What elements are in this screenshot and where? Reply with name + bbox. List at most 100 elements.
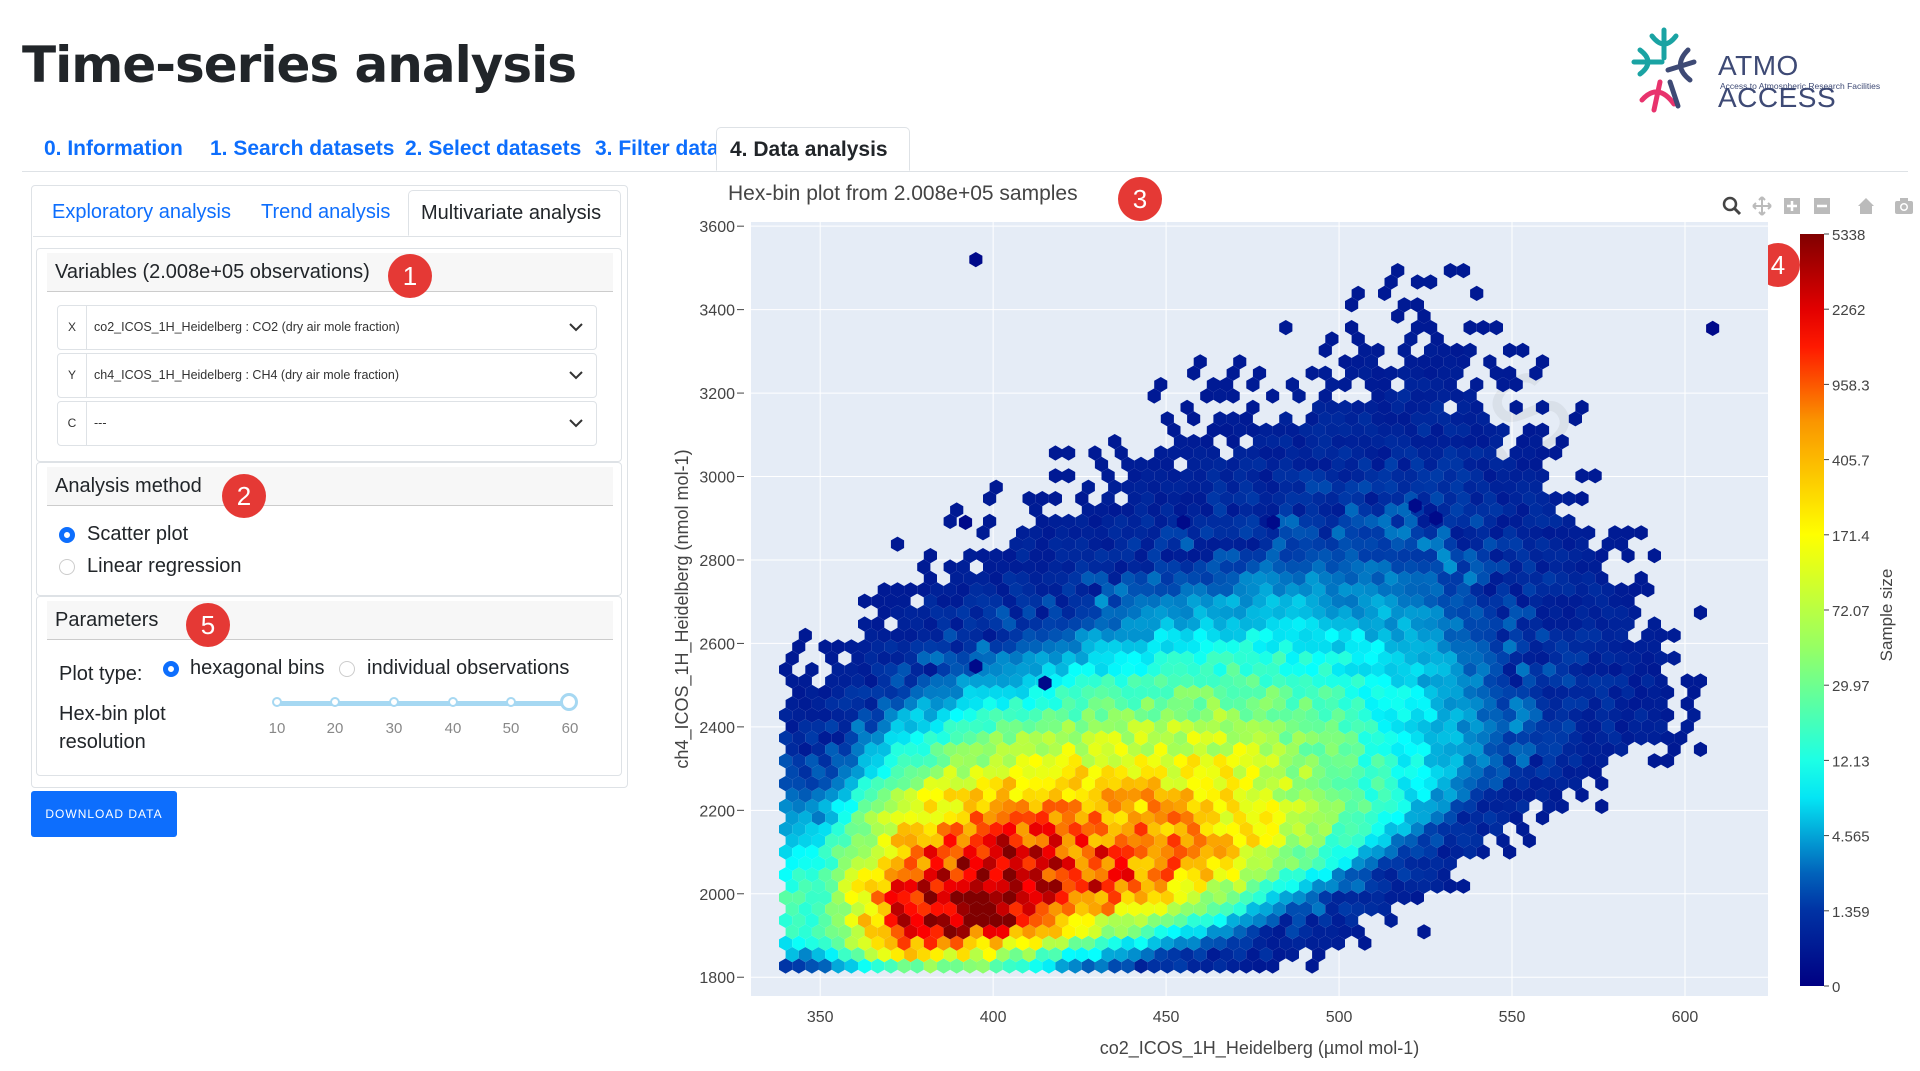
hexbin-cell [1213,684,1227,700]
hexbin-cell [1134,548,1148,564]
hexbin-cell [956,627,970,643]
tab-information[interactable]: 0. Information [44,137,183,160]
hexbin-cell [805,912,819,928]
tab-multivariate-analysis[interactable]: Multivariate analysis [408,190,621,236]
individual-observations-label[interactable]: individual observations [367,657,570,679]
slider-dot[interactable] [330,697,340,707]
hexbin-cell [1246,787,1260,803]
hexbin-cell [1384,821,1398,837]
hexbin-cell [1068,844,1082,860]
hexbin-cell [798,719,812,735]
hexbin-cell [1081,844,1095,860]
hexbin-cell [1404,331,1418,347]
y-variable-select[interactable]: Y ch4_ICOS_1H_Heidelberg : CH4 (dry air … [57,353,597,398]
hexbin-cell [1009,764,1023,780]
hexbin-cell [864,673,878,689]
hexbin-cell [1378,787,1392,803]
hexagonal-bins-radio[interactable] [163,661,179,677]
hexbin-cell [1035,696,1049,712]
hexbin-cell [1226,570,1240,586]
hexbin-cell [864,764,878,780]
download-data-button[interactable]: DOWNLOAD DATA [31,791,177,837]
linear-regression-label[interactable]: Linear regression [87,555,242,577]
hexbin-cell [1173,730,1188,746]
hexbin-cell [1621,684,1635,700]
hexbin-cell [1266,388,1280,404]
hexbin-cell [1141,673,1155,689]
hexbin-cell [937,821,951,837]
camera-icon[interactable] [1894,196,1914,216]
hexbin-cell [1489,365,1503,381]
c-variable-select[interactable]: C --- [57,401,597,446]
hexbin-cell [1345,548,1359,564]
chevron-down-icon[interactable] [568,369,584,381]
hexbin-cell [858,798,872,814]
hexbin-cell [1364,399,1378,415]
hexbin-cell [1555,570,1569,586]
hexbin-cell [1022,696,1036,712]
hexagonal-bins-label[interactable]: hexagonal bins [190,657,325,679]
hexbin-cell [1154,673,1168,689]
zoom-icon[interactable] [1722,196,1742,216]
hexbin-cell [1404,810,1418,826]
hexbin-cell [1437,821,1451,837]
hexbin-cell [1318,365,1332,381]
hexbin-cell [1141,491,1155,507]
zoom-in-icon[interactable] [1782,196,1802,216]
scatter-plot-radio[interactable] [59,527,75,543]
scatter-plot-label[interactable]: Scatter plot [87,523,189,545]
colorbar-tick-label: 29.97 [1832,678,1870,695]
hexbin-cell [1180,855,1194,871]
hexbin-cell [1391,764,1405,780]
hexbin-cell [917,605,931,621]
linear-regression-radio[interactable] [59,559,75,575]
resolution-slider-track[interactable] [277,701,570,706]
chevron-down-icon[interactable] [568,417,584,429]
x-variable-select[interactable]: X co2_ICOS_1H_Heidelberg : CO2 (dry air … [57,305,597,350]
home-icon[interactable] [1856,196,1876,216]
slider-dot[interactable] [389,697,399,707]
hexbin-cell [1345,434,1359,450]
hexbin-cell [1410,479,1424,495]
hexbin-cell [897,616,911,632]
hexbin-cell [864,833,878,849]
hexbin-cell [1470,445,1484,461]
hexbin-cell [1009,536,1023,552]
tab-trend-analysis[interactable]: Trend analysis [261,201,391,223]
slider-dot[interactable] [272,697,282,707]
tab-data-analysis[interactable]: 4. Data analysis [716,127,910,171]
zoom-out-icon[interactable] [1812,196,1832,216]
hexbin-cell [1029,662,1043,678]
hexbin-cell [904,719,918,735]
hexbin-cell [969,901,983,917]
hexbin-cell [1147,593,1161,609]
hexbin-cell [1233,559,1247,575]
tab-select-datasets[interactable]: 2. Select datasets [405,137,582,160]
hexbin-cell [937,639,951,655]
hexbin-cell [1404,491,1418,507]
slider-dot[interactable] [506,697,516,707]
hexbin-cell [1358,776,1372,792]
pan-icon[interactable] [1752,196,1772,216]
resolution-slider-handle[interactable] [560,693,578,711]
hexbin-cell [1608,707,1622,723]
chevron-down-icon[interactable] [568,321,584,333]
hexbin-cell [1141,855,1155,871]
individual-observations-radio[interactable] [339,661,355,677]
hexbin-cell [1470,741,1484,757]
hexbin-cell [1595,570,1609,586]
hexbin-cell [1272,696,1286,712]
tab-search-datasets[interactable]: 1. Search datasets [210,137,395,160]
tab-filter-data[interactable]: 3. Filter data [595,137,719,160]
analysis-subtabs: Exploratory analysis Trend analysis Mult… [33,190,621,237]
hexbin-cell [1331,684,1345,700]
hexbin-cell [1062,536,1076,552]
hexbin-cell [1364,787,1378,803]
hexbin-cell [917,855,931,871]
hexbin-cell [910,844,924,860]
hexbin-cell [1476,753,1490,769]
tab-exploratory-analysis[interactable]: Exploratory analysis [52,201,231,223]
hexbin-cell [779,844,793,860]
hexbin-cell [1167,719,1181,735]
slider-dot[interactable] [448,697,458,707]
